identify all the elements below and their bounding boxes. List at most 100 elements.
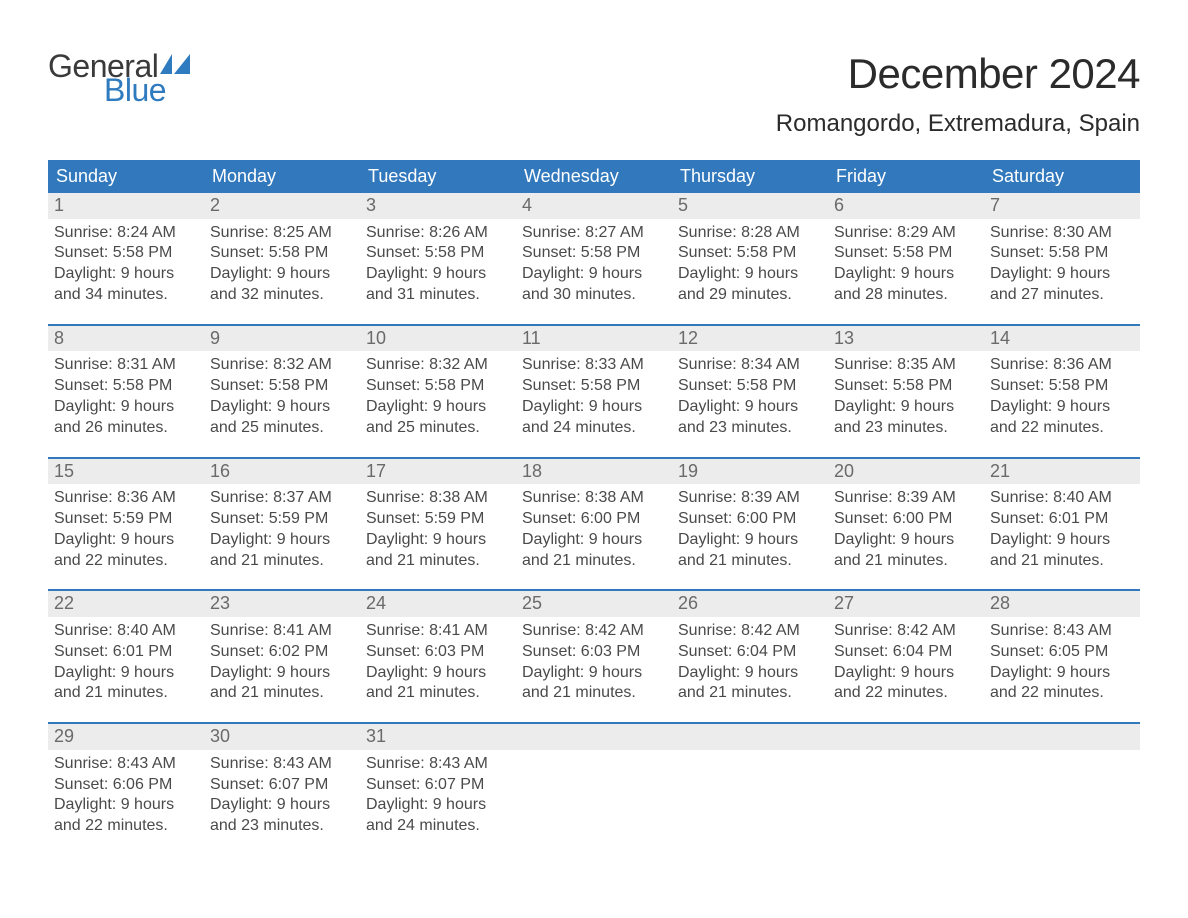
day-content: Sunrise: 8:32 AMSunset: 5:58 PMDaylight:…	[204, 351, 360, 456]
day-cell: 30Sunrise: 8:43 AMSunset: 6:07 PMDayligh…	[204, 722, 360, 855]
day-cell: 1Sunrise: 8:24 AMSunset: 5:58 PMDaylight…	[48, 193, 204, 324]
sunset-line: Sunset: 5:58 PM	[990, 243, 1134, 264]
daylight-line1: Daylight: 9 hours	[366, 397, 510, 418]
daylight-line2: and 25 minutes.	[366, 418, 510, 439]
sunset-line: Sunset: 5:58 PM	[366, 376, 510, 397]
day-content: Sunrise: 8:27 AMSunset: 5:58 PMDaylight:…	[516, 219, 672, 324]
daylight-line2: and 32 minutes.	[210, 285, 354, 306]
day-number: 14	[984, 326, 1140, 352]
daylight-line2: and 30 minutes.	[522, 285, 666, 306]
week-row: 8Sunrise: 8:31 AMSunset: 5:58 PMDaylight…	[48, 324, 1140, 457]
day-content: Sunrise: 8:41 AMSunset: 6:03 PMDaylight:…	[360, 617, 516, 722]
sunrise-line: Sunrise: 8:26 AM	[366, 223, 510, 244]
sunset-line: Sunset: 5:59 PM	[54, 509, 198, 530]
sunrise-line: Sunrise: 8:38 AM	[366, 488, 510, 509]
day-cell	[984, 722, 1140, 855]
daylight-line1: Daylight: 9 hours	[366, 795, 510, 816]
daylight-line1: Daylight: 9 hours	[210, 397, 354, 418]
sunrise-line: Sunrise: 8:25 AM	[210, 223, 354, 244]
day-content	[516, 750, 672, 772]
sunset-line: Sunset: 6:00 PM	[522, 509, 666, 530]
day-cell: 28Sunrise: 8:43 AMSunset: 6:05 PMDayligh…	[984, 589, 1140, 722]
day-content: Sunrise: 8:25 AMSunset: 5:58 PMDaylight:…	[204, 219, 360, 324]
day-cell: 14Sunrise: 8:36 AMSunset: 5:58 PMDayligh…	[984, 324, 1140, 457]
day-number: 7	[984, 193, 1140, 219]
day-cell: 7 Sunrise: 8:30 AMSunset: 5:58 PMDaylight…	[984, 193, 1140, 324]
sunrise-line: Sunrise: 8:41 AM	[366, 621, 510, 642]
day-cell: 9Sunrise: 8:32 AMSunset: 5:58 PMDaylight…	[204, 324, 360, 457]
daylight-line2: and 23 minutes.	[834, 418, 978, 439]
weekday-header: Sunday	[48, 160, 204, 193]
daylight-line1: Daylight: 9 hours	[990, 264, 1134, 285]
sunset-line: Sunset: 5:59 PM	[210, 509, 354, 530]
daylight-line1: Daylight: 9 hours	[54, 264, 198, 285]
day-number: 16	[204, 459, 360, 485]
sunset-line: Sunset: 6:01 PM	[54, 642, 198, 663]
month-title: December 2024	[776, 50, 1140, 98]
daylight-line1: Daylight: 9 hours	[990, 397, 1134, 418]
sunset-line: Sunset: 6:04 PM	[678, 642, 822, 663]
day-cell: 25Sunrise: 8:42 AMSunset: 6:03 PMDayligh…	[516, 589, 672, 722]
day-cell: 18Sunrise: 8:38 AMSunset: 6:00 PMDayligh…	[516, 457, 672, 590]
weekday-header: Saturday	[984, 160, 1140, 193]
header: General Blue December 2024 Romangordo, E…	[48, 50, 1140, 152]
sunset-line: Sunset: 5:58 PM	[990, 376, 1134, 397]
day-number: 13	[828, 326, 984, 352]
day-number: 31	[360, 724, 516, 750]
day-content: Sunrise: 8:24 AMSunset: 5:58 PMDaylight:…	[48, 219, 204, 324]
sunset-line: Sunset: 6:06 PM	[54, 775, 198, 796]
sunrise-line: Sunrise: 8:38 AM	[522, 488, 666, 509]
sunrise-line: Sunrise: 8:35 AM	[834, 355, 978, 376]
day-content: Sunrise: 8:36 AMSunset: 5:59 PMDaylight:…	[48, 484, 204, 589]
sunset-line: Sunset: 5:58 PM	[678, 376, 822, 397]
sunrise-line: Sunrise: 8:42 AM	[678, 621, 822, 642]
sunset-line: Sunset: 5:58 PM	[678, 243, 822, 264]
daylight-line2: and 21 minutes.	[834, 551, 978, 572]
sunset-line: Sunset: 6:07 PM	[366, 775, 510, 796]
daylight-line1: Daylight: 9 hours	[678, 397, 822, 418]
daylight-line1: Daylight: 9 hours	[210, 663, 354, 684]
day-cell: 17Sunrise: 8:38 AMSunset: 5:59 PMDayligh…	[360, 457, 516, 590]
day-cell: 2Sunrise: 8:25 AMSunset: 5:58 PMDaylight…	[204, 193, 360, 324]
sunset-line: Sunset: 5:58 PM	[210, 243, 354, 264]
sunset-line: Sunset: 6:00 PM	[834, 509, 978, 530]
sunrise-line: Sunrise: 8:30 AM	[990, 223, 1134, 244]
daylight-line2: and 22 minutes.	[834, 683, 978, 704]
daylight-line2: and 25 minutes.	[210, 418, 354, 439]
daylight-line2: and 31 minutes.	[366, 285, 510, 306]
sunrise-line: Sunrise: 8:43 AM	[990, 621, 1134, 642]
daylight-line1: Daylight: 9 hours	[678, 264, 822, 285]
day-number: 25	[516, 591, 672, 617]
sunrise-line: Sunrise: 8:37 AM	[210, 488, 354, 509]
daylight-line2: and 28 minutes.	[834, 285, 978, 306]
day-number: 20	[828, 459, 984, 485]
day-cell: 10Sunrise: 8:32 AMSunset: 5:58 PMDayligh…	[360, 324, 516, 457]
title-block: December 2024 Romangordo, Extremadura, S…	[776, 50, 1140, 152]
day-content: Sunrise: 8:42 AMSunset: 6:04 PMDaylight:…	[672, 617, 828, 722]
day-content: Sunrise: 8:37 AMSunset: 5:59 PMDaylight:…	[204, 484, 360, 589]
day-content: Sunrise: 8:41 AMSunset: 6:02 PMDaylight:…	[204, 617, 360, 722]
calendar: Sunday Monday Tuesday Wednesday Thursday…	[48, 160, 1140, 855]
day-content: Sunrise: 8:40 AMSunset: 6:01 PMDaylight:…	[48, 617, 204, 722]
daylight-line2: and 22 minutes.	[990, 683, 1134, 704]
daylight-line2: and 24 minutes.	[522, 418, 666, 439]
sunrise-line: Sunrise: 8:28 AM	[678, 223, 822, 244]
sunset-line: Sunset: 5:58 PM	[834, 243, 978, 264]
day-number: 27	[828, 591, 984, 617]
daylight-line1: Daylight: 9 hours	[366, 264, 510, 285]
sunrise-line: Sunrise: 8:24 AM	[54, 223, 198, 244]
sunrise-line: Sunrise: 8:39 AM	[678, 488, 822, 509]
sunset-line: Sunset: 5:58 PM	[522, 376, 666, 397]
day-cell: 4Sunrise: 8:27 AMSunset: 5:58 PMDaylight…	[516, 193, 672, 324]
day-number: 23	[204, 591, 360, 617]
weekday-header: Thursday	[672, 160, 828, 193]
day-cell: 16Sunrise: 8:37 AMSunset: 5:59 PMDayligh…	[204, 457, 360, 590]
daylight-line1: Daylight: 9 hours	[678, 663, 822, 684]
daylight-line2: and 21 minutes.	[366, 551, 510, 572]
week-row: 1Sunrise: 8:24 AMSunset: 5:58 PMDaylight…	[48, 193, 1140, 324]
daylight-line1: Daylight: 9 hours	[522, 397, 666, 418]
day-content: Sunrise: 8:43 AMSunset: 6:07 PMDaylight:…	[360, 750, 516, 855]
daylight-line1: Daylight: 9 hours	[54, 530, 198, 551]
sunset-line: Sunset: 5:59 PM	[366, 509, 510, 530]
daylight-line2: and 21 minutes.	[522, 551, 666, 572]
